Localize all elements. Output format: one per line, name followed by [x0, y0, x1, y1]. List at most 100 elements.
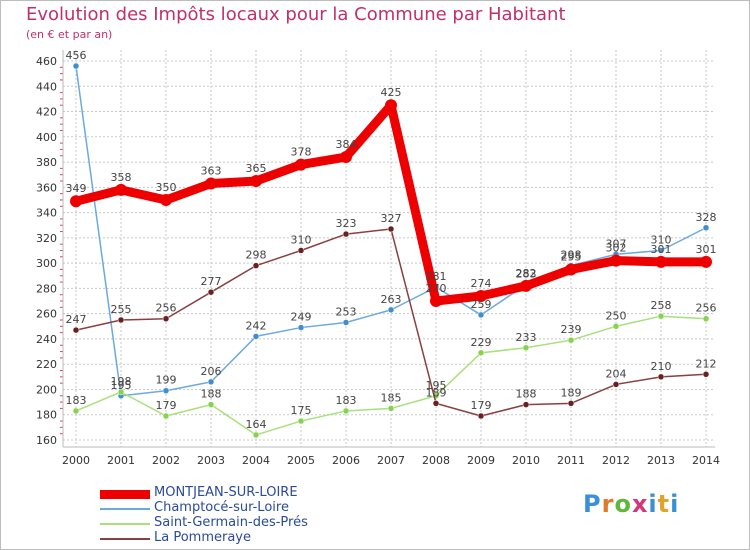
- data-label: 175: [291, 404, 312, 417]
- data-label: 204: [606, 367, 627, 380]
- x-tick-label: 2008: [422, 454, 450, 467]
- data-label: 425: [381, 86, 402, 99]
- data-label: 302: [606, 242, 627, 255]
- data-point: [387, 405, 395, 412]
- x-tick-label: 2005: [287, 454, 315, 467]
- data-point: [475, 289, 487, 302]
- data-label: 328: [696, 211, 717, 224]
- data-point: [205, 177, 217, 190]
- data-label: 198: [111, 375, 132, 388]
- data-point: [342, 230, 350, 238]
- data-point: [430, 295, 442, 308]
- x-tick-label: 2000: [62, 454, 90, 467]
- data-label: 256: [156, 302, 177, 315]
- data-label: 183: [336, 394, 357, 407]
- data-point: [657, 312, 665, 320]
- data-label: 195: [111, 379, 132, 392]
- data-label: 378: [291, 146, 312, 159]
- legend-label: La Pommeraye: [154, 530, 251, 545]
- data-point: [207, 288, 215, 296]
- data-point: [207, 378, 215, 386]
- x-tick-label: 2007: [377, 454, 405, 467]
- data-point: [700, 255, 712, 268]
- data-label: 282: [516, 267, 537, 280]
- x-tick-label: 2013: [647, 454, 675, 467]
- data-label: 358: [111, 171, 132, 184]
- legend-swatch: [100, 538, 150, 540]
- data-point: [567, 400, 575, 407]
- x-tick-label: 2014: [692, 454, 720, 467]
- data-label: 307: [606, 237, 627, 250]
- data-label: 212: [696, 357, 717, 370]
- data-point: [612, 381, 620, 388]
- data-label: 233: [516, 331, 537, 344]
- data-point: [385, 99, 397, 112]
- data-point: [567, 336, 575, 344]
- data-point: [72, 407, 80, 415]
- data-point: [340, 151, 352, 164]
- data-point: [252, 333, 260, 340]
- data-label: 189: [561, 386, 582, 399]
- x-tick-label: 2009: [467, 454, 495, 467]
- data-label: 310: [651, 234, 672, 247]
- data-label: 298: [561, 249, 582, 262]
- data-point: [702, 224, 710, 232]
- data-label: 255: [111, 303, 132, 316]
- data-point: [522, 344, 530, 352]
- x-tick-label: 2001: [107, 454, 135, 467]
- data-label: 259: [471, 298, 492, 311]
- data-label: 206: [201, 365, 222, 378]
- legend-label: MONTJEAN-SUR-LOIRE: [154, 485, 298, 500]
- y-tick-label: 400: [36, 131, 57, 144]
- data-label: 195: [426, 379, 447, 392]
- data-point: [522, 401, 530, 408]
- data-point: [342, 407, 350, 415]
- legend-label: Champtocé-sur-Loire: [154, 500, 289, 515]
- data-point: [160, 193, 172, 206]
- logo-letter: x: [631, 490, 649, 518]
- data-label: 164: [246, 418, 267, 431]
- logo-letter: P: [583, 490, 602, 518]
- data-label: 277: [201, 275, 222, 288]
- data-point: [610, 254, 622, 267]
- data-label: 295: [561, 250, 582, 263]
- data-point: [117, 388, 125, 396]
- y-tick-label: 300: [36, 257, 57, 270]
- y-tick-label: 220: [36, 358, 57, 371]
- data-label: 179: [471, 399, 492, 412]
- data-label: 274: [471, 277, 492, 290]
- data-point: [702, 371, 710, 378]
- data-label: 253: [336, 306, 357, 319]
- logo-letter: i: [670, 490, 680, 518]
- data-label: 188: [516, 388, 537, 401]
- y-tick-label: 180: [36, 409, 57, 422]
- data-label: 456: [66, 49, 87, 62]
- data-label: 384: [336, 138, 357, 151]
- data-label: 363: [201, 165, 222, 178]
- data-label: 365: [246, 162, 267, 175]
- data-point: [342, 319, 350, 326]
- data-point: [297, 324, 305, 331]
- data-label: 247: [66, 313, 87, 326]
- data-point: [207, 401, 215, 408]
- data-label: 310: [291, 234, 312, 247]
- data-point: [115, 183, 127, 196]
- data-point: [70, 195, 82, 208]
- data-label: 301: [696, 243, 717, 256]
- data-label: 256: [696, 302, 717, 315]
- data-point: [612, 323, 620, 330]
- legend-swatch: [100, 508, 150, 510]
- data-label: 258: [651, 299, 672, 312]
- data-point: [252, 262, 260, 269]
- data-point: [72, 62, 80, 70]
- data-point: [295, 158, 307, 171]
- legend-label: Saint-Germain-des-Prés: [154, 515, 308, 530]
- data-label: 179: [156, 399, 177, 412]
- y-tick-label: 240: [36, 333, 57, 346]
- data-point: [162, 315, 170, 322]
- logo-letter: r: [601, 490, 615, 518]
- data-label: 188: [201, 388, 222, 401]
- data-label: 350: [156, 181, 177, 194]
- y-tick-label: 200: [36, 383, 57, 396]
